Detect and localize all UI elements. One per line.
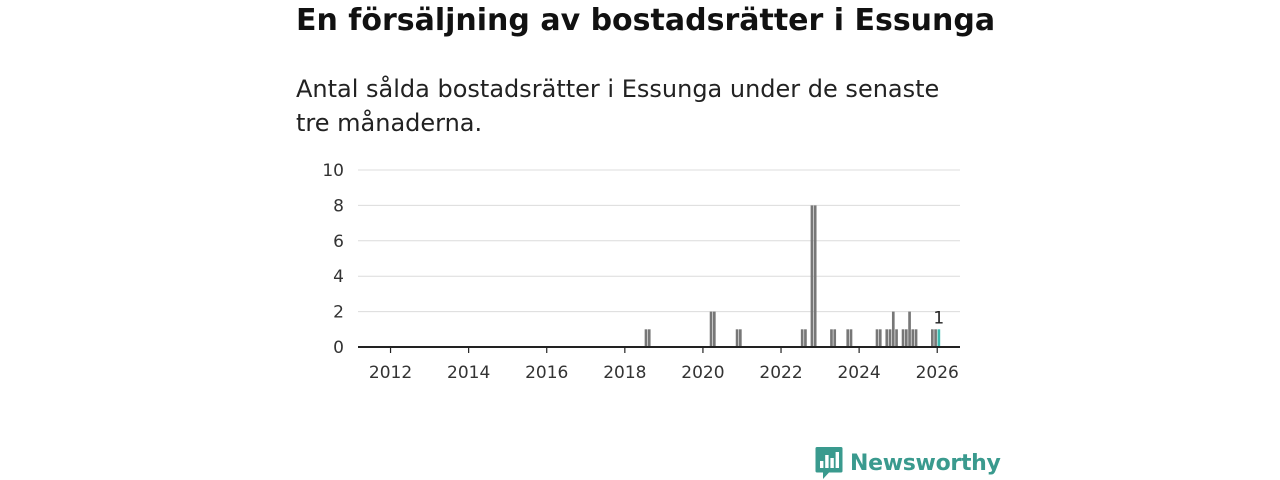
y-tick-label: 8 xyxy=(333,196,344,216)
y-tick-label: 2 xyxy=(333,303,344,323)
bar xyxy=(908,311,911,347)
data-label: 1 xyxy=(933,308,944,328)
bar-chart-speech-bubble-icon xyxy=(815,447,843,479)
bar xyxy=(647,329,651,347)
bar-chart: 0 2 4 6 8 10 1 2012 2014 2016 2018 2020 2022 2024 2026 xyxy=(322,161,960,383)
y-tick-label: 6 xyxy=(333,232,344,252)
bar xyxy=(878,329,882,347)
bar xyxy=(804,329,807,347)
bar xyxy=(931,329,934,347)
bar xyxy=(709,311,713,347)
x-tick-label: 2026 xyxy=(916,363,959,383)
x-tick-label: 2024 xyxy=(837,363,880,383)
brand-logo: Newsworthy xyxy=(815,446,1001,480)
bar xyxy=(895,329,898,347)
bar xyxy=(813,205,817,347)
chart-card: En försäljning av bostadsrätter i Essung… xyxy=(296,0,1001,480)
bar xyxy=(901,329,905,347)
x-tick-label: 2014 xyxy=(447,363,490,383)
bar xyxy=(885,329,889,347)
x-tick-label: 2016 xyxy=(525,363,568,383)
bar xyxy=(846,329,850,347)
bar xyxy=(934,329,937,347)
y-tick-label: 10 xyxy=(322,161,344,181)
bar xyxy=(833,329,837,347)
labels: 0 2 4 6 8 10 1 2012 2014 2016 2018 2020 2022 2024 2026 xyxy=(322,161,958,383)
x-tick-label: 2020 xyxy=(681,363,724,383)
bar xyxy=(800,329,804,347)
bar xyxy=(810,205,814,347)
bar xyxy=(849,329,853,347)
chart-title: En försäljning av bostadsrätter i Essung… xyxy=(296,3,996,38)
x-tick-label: 2022 xyxy=(759,363,802,383)
bar xyxy=(911,329,915,347)
bar xyxy=(739,329,742,347)
bar xyxy=(914,329,918,347)
y-tick-label: 4 xyxy=(333,267,344,287)
bar xyxy=(891,311,895,347)
bar xyxy=(875,329,879,347)
bar xyxy=(904,329,908,347)
brand-name: Newsworthy xyxy=(850,450,1001,476)
bar xyxy=(830,329,833,347)
bar xyxy=(712,311,716,347)
chart-subtitle: Antal sålda bostadsrätter i Essunga unde… xyxy=(296,75,940,137)
x-tick-label: 2012 xyxy=(369,363,412,383)
bar xyxy=(735,329,739,347)
bar xyxy=(888,329,892,347)
y-tick-label: 0 xyxy=(333,338,344,358)
gridlines xyxy=(358,169,960,313)
axes xyxy=(358,346,960,353)
bars xyxy=(644,205,941,347)
bar xyxy=(644,329,648,347)
x-tick-label: 2018 xyxy=(603,363,646,383)
highlighted-bar xyxy=(937,329,941,347)
